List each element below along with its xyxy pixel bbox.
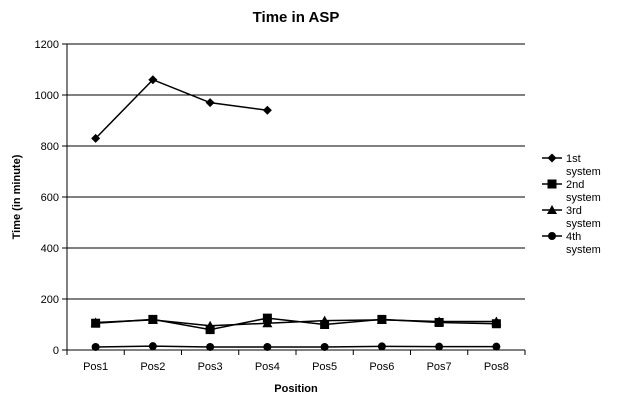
data-point [434, 316, 445, 326]
x-tick-label: Pos2 [140, 361, 165, 373]
data-point [91, 342, 100, 351]
series-line [95, 78, 268, 139]
legend-marker [547, 179, 557, 189]
data-point [435, 342, 444, 351]
y-tick-label: 600 [41, 192, 59, 204]
legend-label: system [566, 192, 601, 204]
series-3 [90, 314, 502, 330]
gridlines [67, 43, 525, 300]
legend-marker [547, 153, 557, 163]
x-tick-label: Pos7 [427, 361, 452, 373]
data-point [262, 313, 272, 323]
legend-label: 1st [566, 153, 581, 165]
data-point [205, 320, 216, 330]
legend-label: system [566, 244, 601, 256]
legend-label: 4th [566, 231, 581, 243]
chart-title: Time in ASP [253, 9, 340, 26]
data-point [319, 315, 330, 325]
axes: 0 200 400 600 800 1000 1200 Pos1 Pos2 Pos3 Pos4 Pos… [35, 39, 526, 373]
legend-marker [547, 205, 557, 214]
data-point [148, 75, 158, 85]
series-line [95, 319, 497, 327]
data-point [206, 342, 215, 351]
data-point [205, 98, 215, 108]
data-point [262, 318, 273, 328]
y-tick-label: 200 [41, 294, 59, 306]
data-point [491, 316, 502, 326]
y-tick-label: 400 [41, 243, 59, 255]
data-point [263, 342, 272, 351]
legend-marker [548, 232, 556, 240]
x-tick-label: Pos4 [255, 361, 280, 373]
data-point [147, 314, 158, 324]
x-tick-label: Pos5 [312, 361, 337, 373]
x-tick-label: Pos6 [369, 361, 394, 373]
data-point [320, 342, 329, 351]
data-point [91, 133, 101, 143]
legend-label: 3rd [566, 205, 582, 217]
series-4 [91, 342, 501, 351]
y-tick-label: 1000 [35, 90, 59, 102]
y-tick-label: 1200 [35, 39, 59, 51]
data-point [376, 314, 387, 324]
legend-label: 2nd [566, 179, 584, 191]
y-tick-label: 0 [53, 345, 59, 357]
data-point [492, 342, 501, 351]
series-1 [91, 75, 272, 143]
data-point [148, 342, 157, 351]
x-tick-label: Pos8 [484, 361, 509, 373]
x-tick-label: Pos1 [83, 361, 108, 373]
data-point [90, 317, 101, 327]
x-axis-title: Position [274, 383, 318, 395]
data-point [262, 105, 272, 115]
data-point [377, 342, 386, 351]
y-axis-title: Time (in minute) [11, 154, 23, 239]
x-tick-label: Pos3 [198, 361, 223, 373]
legend-label: system [566, 218, 601, 230]
y-tick-label: 800 [41, 141, 59, 153]
legend-label: system [566, 166, 601, 178]
series-line [95, 345, 497, 348]
series-group [90, 75, 502, 351]
